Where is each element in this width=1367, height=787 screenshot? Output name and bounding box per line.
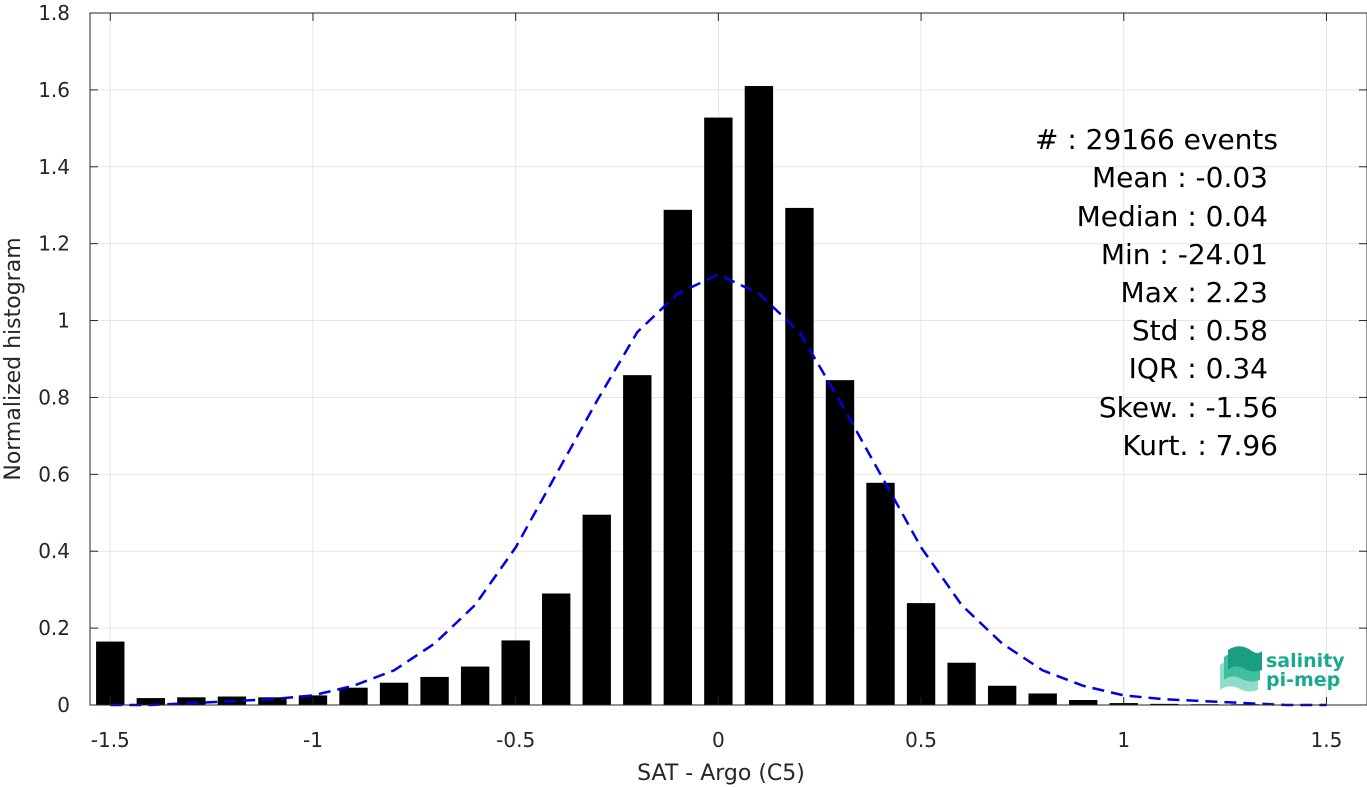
histogram-bar	[177, 697, 206, 705]
y-tick-label: 0.2	[38, 616, 70, 640]
histogram-bar	[460, 666, 490, 705]
stat-min: Min : -24.01	[1101, 238, 1268, 271]
histogram-bar	[1028, 693, 1057, 705]
x-tick-label: -0.5	[496, 728, 535, 752]
x-tick-label: -1	[303, 728, 323, 752]
histogram-bar	[866, 482, 895, 705]
histogram-bar	[1150, 703, 1179, 705]
y-tick-label: 0.6	[38, 462, 70, 486]
histogram-bar	[136, 698, 165, 705]
y-tick-label: 1.2	[38, 232, 70, 256]
histogram-bar	[582, 514, 611, 705]
x-axis-ticks: -1.5 -1 -0.5 0 0.5 1 1.5	[91, 13, 1343, 752]
histogram-bar	[906, 603, 936, 705]
stat-kurt: Kurt. : 7.96	[1122, 429, 1278, 462]
histogram-bar	[339, 687, 368, 705]
histogram-bar	[1069, 700, 1098, 705]
x-axis-label: SAT - Argo (C5)	[637, 761, 805, 786]
stat-mean: Mean : -0.03	[1092, 161, 1268, 194]
x-tick-label: 0	[712, 728, 725, 752]
histogram-bar	[704, 117, 733, 705]
y-tick-label: 0.8	[38, 385, 70, 409]
salinity-pimep-logo: salinity pi-mep	[1220, 646, 1345, 692]
stat-events: # : 29166 events	[1035, 123, 1278, 156]
histogram-bar	[785, 207, 814, 705]
stat-skew: Skew. : -1.56	[1099, 391, 1278, 424]
y-axis-ticks: 0 0.2 0.4 0.6 0.8 1 1.2 1.4 1.6 1.8	[38, 1, 1367, 717]
x-tick-label: -1.5	[91, 728, 130, 752]
y-tick-label: 0.4	[38, 539, 70, 563]
x-tick-label: 1.5	[1311, 728, 1343, 752]
logo-line1: salinity	[1266, 650, 1345, 672]
histogram-bar	[947, 662, 976, 705]
y-tick-label: 1	[57, 309, 70, 333]
histogram-bar	[379, 682, 409, 705]
histogram-bar	[258, 697, 287, 705]
y-tick-label: 0	[57, 693, 70, 717]
y-tick-label: 1.8	[38, 1, 70, 25]
stat-std: Std : 0.58	[1132, 314, 1268, 347]
logo-line2: pi-mep	[1266, 669, 1340, 691]
histogram-bar	[663, 209, 693, 705]
histogram-bar	[744, 86, 774, 706]
stat-iqr: IQR : 0.34	[1129, 352, 1268, 385]
histogram-bar	[825, 380, 855, 705]
histogram-bars	[96, 86, 1341, 706]
y-tick-label: 1.4	[38, 155, 70, 179]
x-tick-label: 1	[1117, 728, 1130, 752]
stats-annotation: # : 29166 events Mean : -0.03 Median : 0…	[1035, 123, 1278, 462]
x-tick-label: 0.5	[905, 728, 937, 752]
stat-median: Median : 0.04	[1077, 200, 1268, 233]
y-axis-label: Normalized histogram	[1, 237, 26, 480]
histogram-bar	[420, 676, 449, 705]
y-tick-label: 1.6	[38, 78, 70, 102]
histogram-bar	[542, 593, 571, 705]
stat-max: Max : 2.23	[1121, 276, 1268, 309]
histogram-bar	[623, 375, 652, 705]
histogram-bar	[501, 640, 530, 705]
wave-logo-icon	[1220, 646, 1262, 692]
histogram-bar	[987, 685, 1017, 705]
histogram-bar	[96, 641, 125, 705]
plot-frame	[89, 12, 1367, 706]
